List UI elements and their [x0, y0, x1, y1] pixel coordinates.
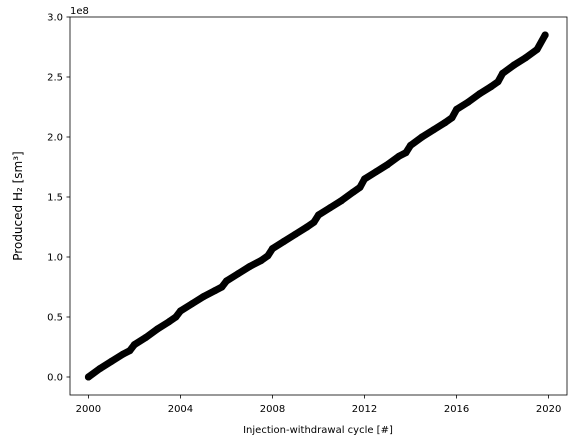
- x-tick-label: 2012: [352, 404, 377, 415]
- data-point: [372, 168, 380, 176]
- data-point: [510, 61, 518, 69]
- data-point: [464, 98, 472, 106]
- data-point: [188, 300, 196, 308]
- data-point: [441, 119, 449, 127]
- data-point: [257, 257, 265, 265]
- data-point: [96, 365, 104, 373]
- data-point: [119, 350, 127, 358]
- data-point: [453, 105, 461, 113]
- plot-frame: [69, 16, 568, 396]
- x-tick-label: 2008: [260, 404, 285, 415]
- data-point: [418, 133, 426, 141]
- data-point: [172, 313, 180, 321]
- y-offset-label: 1e8: [70, 6, 89, 17]
- y-tick-label: 0.5: [47, 313, 63, 324]
- data-point: [268, 245, 276, 253]
- data-point: [338, 197, 346, 205]
- data-point: [199, 293, 207, 301]
- y-tick-label: 0.0: [47, 373, 63, 384]
- data-point: [291, 230, 299, 238]
- data-point: [476, 90, 484, 98]
- data-point: [326, 204, 334, 212]
- data-point: [499, 69, 507, 77]
- data-point: [533, 45, 541, 53]
- data-point: [303, 223, 311, 231]
- data-point: [107, 357, 115, 365]
- y-tick-label: 2.5: [47, 73, 63, 84]
- data-point: [176, 307, 184, 315]
- data-point: [448, 114, 456, 122]
- data-point: [384, 161, 392, 169]
- x-tick-label: 2000: [76, 404, 101, 415]
- data-point: [126, 347, 134, 355]
- data-point: [165, 318, 173, 326]
- data-point: [211, 287, 219, 295]
- data-point: [541, 31, 549, 39]
- data-point: [264, 252, 272, 260]
- data-point: [222, 277, 230, 285]
- data-point: [234, 270, 242, 278]
- x-tick-label: 2016: [444, 404, 469, 415]
- data-point: [315, 211, 322, 219]
- data-point: [402, 149, 410, 157]
- y-tick-label: 1.0: [47, 253, 63, 264]
- data-point: [522, 54, 530, 62]
- data-point: [487, 83, 495, 91]
- data-point: [84, 373, 92, 381]
- data-point: [395, 152, 403, 160]
- data-point: [280, 237, 288, 245]
- data-point: [361, 175, 369, 183]
- data-point: [130, 341, 138, 349]
- data-point: [218, 283, 226, 291]
- data-point: [349, 188, 357, 196]
- y-tick-label: 1.5: [47, 193, 63, 204]
- data-point: [494, 78, 502, 86]
- data-point: [245, 263, 253, 271]
- data-point: [407, 141, 415, 149]
- data-point: [142, 333, 150, 341]
- data-point: [310, 218, 318, 226]
- x-tick-label: 2004: [168, 404, 193, 415]
- x-axis-label: Injection-withdrawal cycle [#]: [243, 425, 393, 436]
- y-axis-label: Produced H₂ [sm³]: [11, 151, 25, 260]
- y-tick-label: 3.0: [47, 13, 63, 24]
- data-point: [430, 126, 438, 134]
- x-tick-label: 2020: [536, 404, 561, 415]
- data-point: [153, 325, 161, 333]
- data-point: [356, 183, 364, 191]
- y-tick-label: 2.0: [47, 133, 63, 144]
